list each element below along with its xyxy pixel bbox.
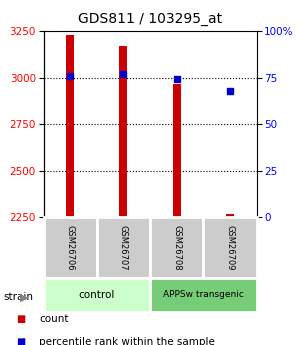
Bar (172, 84, 181, 217)
Bar (226, 214, 234, 217)
Text: APPSw transgenic: APPSw transgenic (163, 290, 244, 299)
Text: GSM26706: GSM26706 (66, 225, 75, 270)
Text: count: count (39, 314, 68, 324)
Bar (97, 217, 150, 278)
Bar (203, 217, 256, 278)
Text: ■: ■ (16, 337, 26, 345)
Text: strain: strain (3, 293, 33, 302)
Bar (119, 46, 128, 217)
Text: GSM26708: GSM26708 (172, 225, 181, 270)
Bar (150, 217, 203, 278)
Bar (150, 278, 256, 312)
Text: ▶: ▶ (20, 293, 28, 302)
Bar (44, 217, 97, 278)
Text: GDS811 / 103295_at: GDS811 / 103295_at (78, 12, 222, 26)
Text: GSM26709: GSM26709 (225, 225, 234, 270)
Text: control: control (79, 290, 115, 300)
Text: ■: ■ (16, 314, 26, 324)
Text: percentile rank within the sample: percentile rank within the sample (39, 337, 215, 345)
Text: GSM26707: GSM26707 (119, 225, 128, 270)
Bar (66, 35, 74, 217)
Bar (44, 278, 150, 312)
